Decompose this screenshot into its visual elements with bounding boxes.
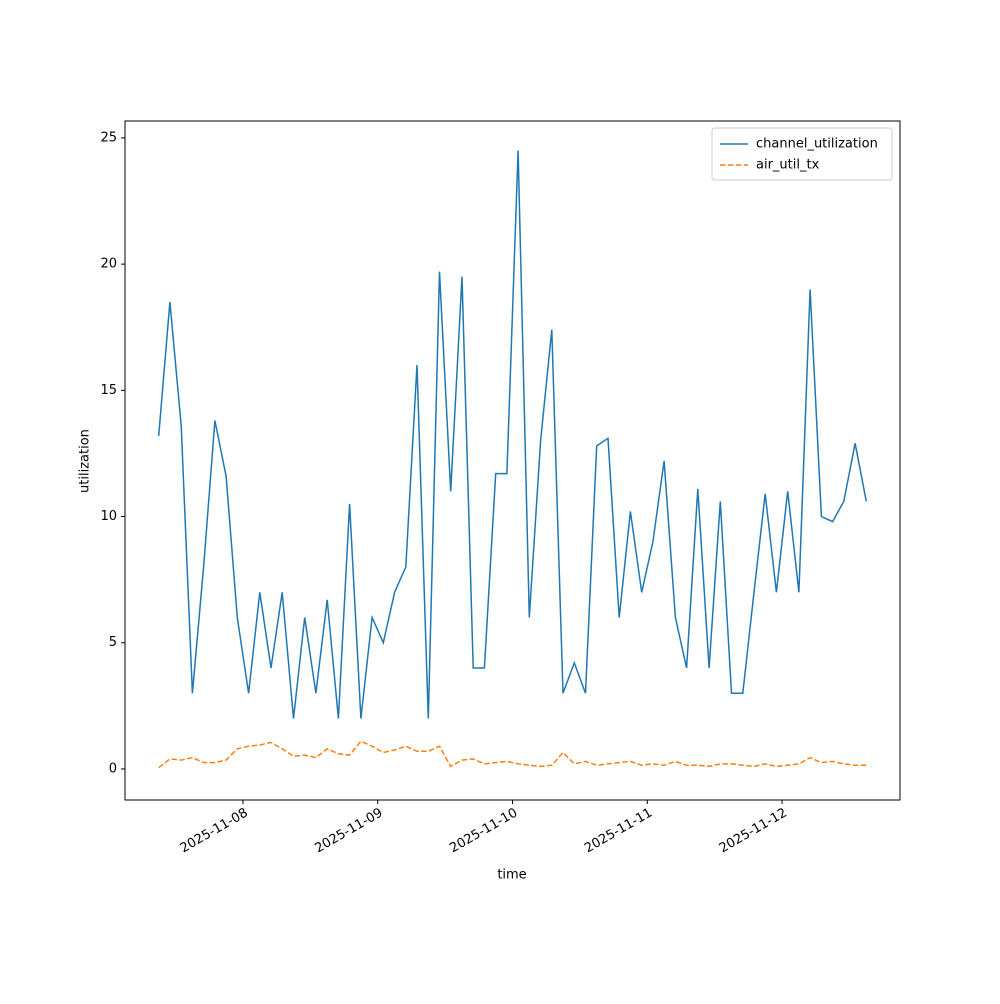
y-tick-label: 0 [109, 761, 117, 776]
legend-label: air_util_tx [756, 158, 820, 173]
series-line [158, 740, 867, 769]
y-tick-label: 20 [100, 257, 117, 272]
legend-box [711, 127, 893, 181]
x-tick-label: 2025-11-08 [178, 806, 251, 857]
plot-frame [124, 120, 901, 801]
y-tick-label: 25 [100, 130, 117, 145]
x-tick-label: 2025-11-10 [447, 806, 520, 857]
x-tick-label: 2025-11-11 [582, 806, 655, 857]
y-tick-label: 5 [109, 635, 117, 650]
x-axis-label: time [497, 868, 526, 883]
series-line [157, 150, 868, 719]
y-tick-label: 10 [100, 509, 117, 524]
x-tick-label: 2025-11-12 [717, 806, 790, 857]
y-axis-label: utilization [78, 429, 93, 493]
legend: channel_utilization air_util_tx [711, 127, 893, 181]
y-tick-label: 15 [100, 383, 117, 398]
legend-label: channel_utilization [756, 137, 878, 152]
x-tick-label: 2025-11-09 [313, 806, 386, 857]
